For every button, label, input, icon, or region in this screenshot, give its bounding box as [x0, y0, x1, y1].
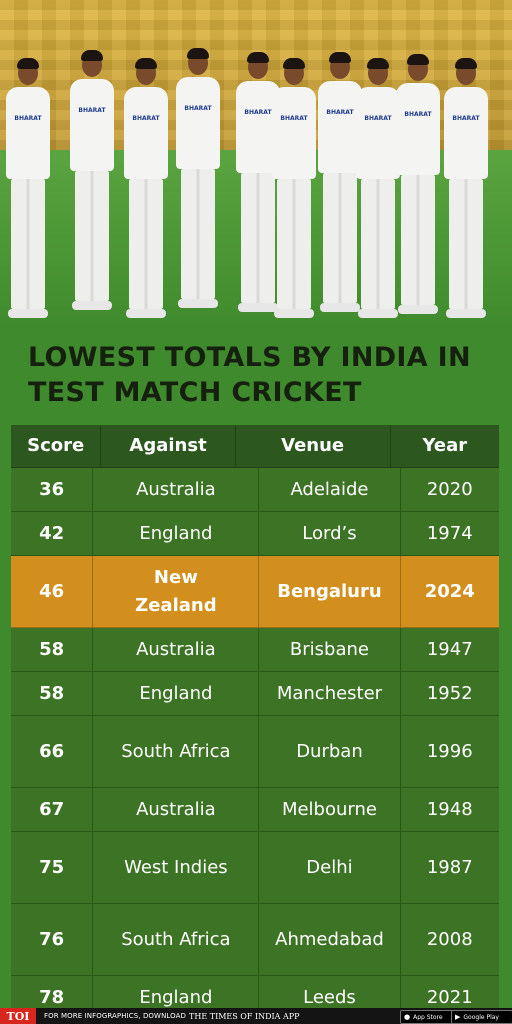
header-year: Year: [422, 435, 468, 456]
against-cell: New Zealand: [93, 556, 260, 627]
table-row: 75 West Indies Delhi 1987: [11, 832, 499, 904]
venue-cell: Ahmedabad: [259, 904, 401, 975]
year-cell: 1974: [426, 522, 473, 544]
score-cell: 75: [11, 832, 94, 903]
header-venue: Venue: [236, 425, 391, 467]
score-cell: 76: [11, 904, 94, 975]
footer-bar: TOI FOR MORE INFOGRAPHICS, DOWNLOAD THE …: [0, 1008, 512, 1024]
year-cell: 2024: [424, 580, 475, 602]
table-row: 76 South Africa Ahmedabad 2008: [11, 904, 499, 976]
google-play-badge[interactable]: ▶ Google Play: [451, 1010, 512, 1024]
year-cell: 2021: [426, 986, 473, 1008]
venue-cell: Adelaide: [259, 468, 401, 511]
app-store-label: App Store: [413, 1013, 443, 1021]
player-figure: [444, 58, 488, 318]
venue-cell: Durban: [259, 716, 401, 787]
against-cell: England: [93, 976, 260, 1019]
against-cell: West Indies: [93, 832, 260, 903]
year-cell: 1947: [426, 638, 473, 660]
score-cell: 58: [11, 628, 94, 671]
infographic-title: LOWEST TOTALS BY INDIA IN TEST MATCH CRI…: [28, 342, 471, 408]
venue-cell: Melbourne: [259, 788, 401, 831]
player-figure: [356, 58, 400, 318]
table-row: 67 Australia Melbourne 1948: [11, 788, 499, 832]
venue-cell: Lord’s: [259, 512, 401, 555]
year-cell: 1987: [426, 856, 473, 878]
player-figure: [318, 52, 362, 312]
score-cell: 42: [11, 512, 94, 555]
table-row: 58 England Manchester 1952: [11, 672, 499, 716]
venue-cell: Bengaluru: [259, 556, 401, 627]
toi-logo: TOI: [0, 1008, 36, 1024]
against-cell: England: [93, 672, 260, 715]
year-cell: 1952: [426, 682, 473, 704]
against-cell: England: [93, 512, 260, 555]
year-cell: 1948: [426, 798, 473, 820]
table-row: 36 Australia Adelaide 2020: [11, 468, 499, 512]
totals-table: Score Against Venue Year 36 Australia Adel…: [11, 425, 499, 1020]
table-row: 46 New Zealand Bengaluru 2024: [11, 556, 499, 628]
year-cell: 1996: [426, 740, 473, 762]
app-name: THE TIMES OF INDIA APP: [189, 1011, 300, 1021]
player-figure: [70, 50, 114, 310]
venue-cell: Brisbane: [259, 628, 401, 671]
against-cell: Australia: [93, 788, 260, 831]
venue-cell: Delhi: [259, 832, 401, 903]
score-cell: 36: [11, 468, 94, 511]
player-figure: [396, 54, 440, 314]
player-figure: [124, 58, 168, 318]
header-against: Against: [101, 425, 236, 467]
table-row: 58 Australia Brisbane 1947: [11, 628, 499, 672]
app-store-badge[interactable]: ● App Store: [400, 1010, 454, 1024]
table-header: Score Against Venue Year: [11, 425, 499, 468]
table-body: 36 Australia Adelaide 2020 42 England Lord’s 19…: [11, 468, 499, 1020]
against-cell: Australia: [93, 468, 260, 511]
play-icon: ▶: [455, 1013, 461, 1021]
score-cell: 58: [11, 672, 94, 715]
player-figure: [272, 58, 316, 318]
table-row: 42 England Lord’s 1974: [11, 512, 499, 556]
score-cell: 46: [11, 556, 94, 627]
venue-cell: Manchester: [259, 672, 401, 715]
player-figure: [176, 48, 220, 308]
header-score: Score: [11, 425, 102, 467]
score-cell: 67: [11, 788, 94, 831]
venue-cell: Leeds: [259, 976, 401, 1019]
against-cell: South Africa: [93, 904, 260, 975]
promo-text: FOR MORE INFOGRAPHICS, DOWNLOAD: [44, 1012, 187, 1020]
year-cell: 2008: [426, 928, 473, 950]
player-figure: [6, 58, 50, 318]
against-cell: Australia: [93, 628, 260, 671]
score-cell: 78: [11, 976, 94, 1019]
year-cell: 2020: [426, 478, 473, 500]
score-cell: 66: [11, 716, 94, 787]
apple-icon: ●: [404, 1013, 411, 1021]
table-row: 66 South Africa Durban 1996: [11, 716, 499, 788]
team-photo: [0, 0, 512, 330]
google-play-label: Google Play: [463, 1013, 499, 1021]
against-cell: South Africa: [93, 716, 260, 787]
